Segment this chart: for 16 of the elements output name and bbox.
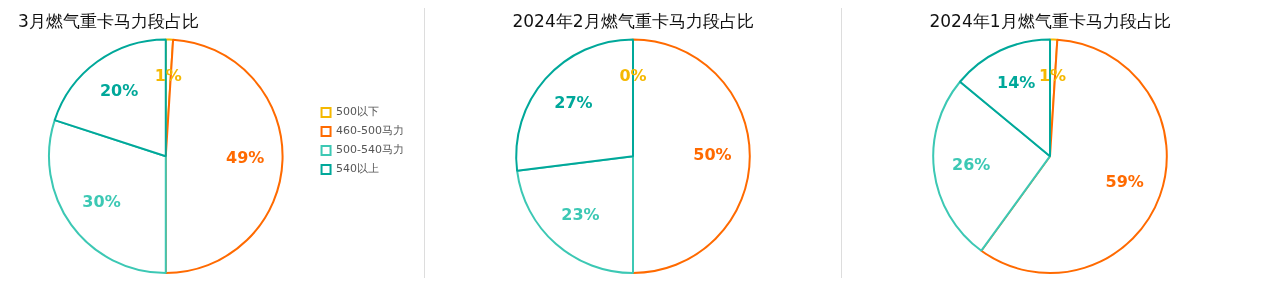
chart-title: 2024年1月燃气重卡马力段占比 — [929, 10, 1171, 31]
legend-label: 460-500马力 — [336, 124, 405, 138]
data-label: 59% — [1105, 172, 1144, 192]
legend-label: 540以上 — [336, 162, 380, 176]
legend-label: 500-540马力 — [336, 143, 405, 157]
data-label: 23% — [561, 204, 600, 224]
chart-title: 2024年2月燃气重卡马力段占比 — [512, 10, 754, 31]
data-label: 30% — [82, 192, 121, 212]
data-label: 49% — [226, 147, 265, 167]
data-label: 50% — [693, 145, 732, 165]
data-label: 26% — [952, 155, 991, 175]
data-label: 20% — [99, 81, 139, 101]
data-label: 27% — [554, 92, 593, 112]
chart-title: 3月燃气重卡马力段占比 — [18, 10, 199, 31]
data-label: 14% — [997, 73, 1036, 93]
legend-label: 500以下 — [336, 105, 380, 119]
